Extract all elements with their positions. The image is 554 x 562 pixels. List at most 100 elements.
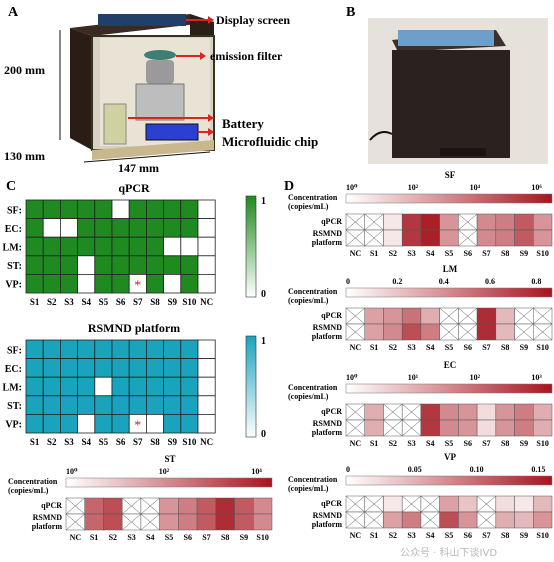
rsmnd-cell [128,339,147,360]
rsmnd-heatmap: SF: EC: LM: ST: VP: * S1 S2 S3 S4 S5 S6 S7 S8 S9 S10 NC 1… [3,335,266,447]
strip-sf-col-label: S7 [482,249,490,258]
rsmnd-cell [60,339,79,360]
qpcr-cell [111,218,130,238]
strip-st-cell [234,497,254,515]
qpcr-cell [77,273,96,294]
dim-height: 200 mm [4,63,45,77]
strip-vp-col-label: S7 [482,531,490,540]
strip-vp-cell [495,511,515,529]
strip-st-col-label: S5 [165,533,173,542]
strip-lm-colorbar [345,287,553,298]
rsmnd-cell [94,395,113,415]
rsmnd-col-label: S7 [133,437,143,447]
strip-ec-tick: 10⁰ [346,373,358,382]
strip-ec-col-label: S8 [501,439,509,448]
strip-st-col-label: S7 [202,533,210,542]
strip-sf-row-qpcr: qPCR [321,217,342,226]
rsmnd-cell [180,358,199,378]
strip-sf-cell [476,229,497,247]
strip-st-cell [159,513,179,531]
strip-st-cell [253,497,273,515]
qpcr-col-label: S5 [99,297,109,307]
rsmnd-row-label: LM: [3,383,22,394]
rsmnd-colorbar [245,335,257,438]
strip-lm-cell [383,323,403,341]
strip-vp-tick: 0 [346,465,350,474]
strip-st-cell [196,513,217,531]
qpcr-cell [197,255,216,275]
strip-vp-row-qpcr: qPCR [321,499,342,508]
strip-st-cell [178,513,198,531]
rsmnd-cell [163,376,182,397]
qpcr-cell [77,255,96,275]
qpcr-cell [94,218,113,238]
strip-ec-colorbar [345,383,553,394]
rsmnd-cell [145,358,164,378]
qpcr-cell [145,218,164,238]
strip-lm-tick: 0 [346,277,350,286]
strip-st-col-label: S3 [127,533,135,542]
strip-vp-row-rsmnd: RSMND [313,511,343,520]
panel-b-letter: B [346,5,355,20]
rsmnd-cell [145,413,164,434]
strip-sf-tick: 10² [408,183,419,192]
panel-b: B [346,5,548,164]
strip-st-conc-label-1: Concentration [8,477,58,486]
qpcr-row-label: ST: [7,261,22,272]
strip-sf-cell [401,213,422,231]
rsmnd-cell [42,358,61,378]
strip-lm-col-label: S5 [445,343,453,352]
strip-st-row-rsmnd: RSMND [33,513,63,522]
strip-sf-row-platform: platform [312,238,343,247]
dim-depth: 130 mm [4,149,45,163]
strip-ec-cell [364,403,384,421]
strip-ec-cell [458,419,478,437]
qpcr-cell [94,255,113,275]
strip-lm-cell [476,307,497,325]
strip-st-row-platform: platform [32,522,63,531]
strip-sf-cell [439,229,459,247]
rsmnd-cell [60,358,79,378]
rsmnd-cell [42,339,61,360]
strip-vp-cell [514,495,534,513]
strip-vp-cell [533,495,553,513]
strip-sf-cell [383,229,403,247]
strip-st-cell [253,513,273,531]
rsmnd-col-label: S2 [47,437,57,447]
qpcr-cell [60,199,79,220]
callout-emission-filter: emission filter [210,49,283,63]
strip-ec-col-label: S7 [482,439,490,448]
qpcr-row-label: SF: [7,205,22,216]
strip-lm-col-label: S9 [520,343,528,352]
strip-ec-cell [533,419,553,437]
strip-lm-title: LM [443,264,458,274]
qpcr-cell [180,273,199,294]
strip-lm-cell [495,307,515,325]
rsmnd-cell [94,413,113,434]
qpcr-colorbar-min: 0 [261,289,266,300]
callout-microfluidic-chip: Microfluidic chip [222,134,318,149]
qpcr-cell [25,273,44,294]
panel-d-letter: D [284,179,294,194]
strip-ec-col-label: S2 [389,439,397,448]
qpcr-cell [163,255,182,275]
strip-lm-col-label: S6 [464,343,472,352]
qpcr-cell [180,218,199,238]
qpcr-cell [25,255,44,275]
rsmnd-cell [60,376,79,397]
strip-ec-col-label: NC [350,439,362,448]
qpcr-col-label: S9 [167,297,177,307]
strip-st-col-label: S1 [90,533,98,542]
panel-a-letter: A [8,5,19,20]
watermark: 公众号 · 科山下谈IVD [400,546,497,559]
strip-ec-col-label: S3 [407,439,415,448]
rsmnd-cell [42,376,61,397]
strip-vp-cell [383,495,403,513]
strip-sf-col-label: S6 [464,249,472,258]
strip-vp-cell [401,511,422,529]
rsmnd-row-label: EC: [5,364,22,375]
qpcr-cell [145,273,164,294]
rsmnd-cell [180,339,199,360]
strip-lm-tick: 0.8 [531,277,541,286]
panel-c-letter: C [6,179,16,194]
